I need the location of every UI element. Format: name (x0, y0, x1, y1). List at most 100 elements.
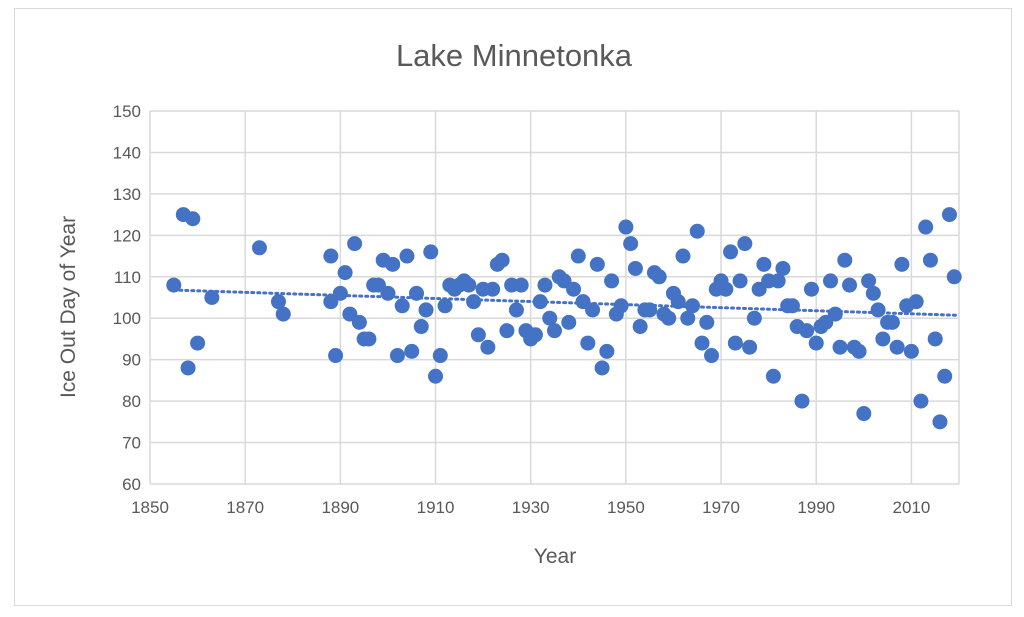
data-point (889, 339, 905, 355)
data-point (808, 335, 824, 351)
y-tick-label: 140 (113, 143, 141, 162)
x-tick-label: 1850 (131, 498, 169, 517)
y-tick-label: 70 (122, 434, 141, 453)
data-point (494, 252, 510, 268)
data-point (823, 273, 839, 289)
data-point (418, 302, 434, 318)
data-point (765, 368, 781, 384)
gridlines (149, 110, 960, 485)
data-point (922, 252, 938, 268)
data-point (423, 244, 439, 260)
x-tick-label: 2010 (892, 498, 930, 517)
x-tick-label: 1990 (797, 498, 835, 517)
data-point (580, 335, 596, 351)
data-point (694, 335, 710, 351)
x-tick-label: 1910 (417, 498, 455, 517)
data-point (670, 294, 686, 310)
data-point (532, 294, 548, 310)
data-point (408, 285, 424, 301)
data-point (347, 236, 363, 252)
chart-title: Lake Minnetonka (396, 38, 633, 73)
data-point (894, 256, 910, 272)
data-point (941, 207, 957, 223)
data-point (632, 319, 648, 335)
data-point (803, 281, 819, 297)
data-point (870, 302, 886, 318)
data-point (361, 331, 377, 347)
data-point (680, 310, 696, 326)
data-point (470, 327, 486, 343)
y-tick-label: 150 (113, 102, 141, 121)
data-point (332, 285, 348, 301)
data-point (908, 294, 924, 310)
data-point (527, 327, 543, 343)
data-point (394, 298, 410, 314)
data-point (837, 252, 853, 268)
y-tick-label: 110 (114, 268, 141, 287)
data-point (865, 285, 881, 301)
x-axis-title: Year (534, 545, 576, 568)
data-point (251, 240, 267, 256)
data-point (661, 310, 677, 326)
data-point (190, 335, 206, 351)
data-point (756, 256, 772, 272)
data-point (389, 348, 405, 364)
data-point (746, 310, 762, 326)
trendline (172, 288, 961, 317)
data-point (585, 302, 601, 318)
y-tick-label: 120 (113, 226, 141, 245)
data-point (499, 323, 515, 339)
data-point (799, 323, 815, 339)
scatter-chart: Lake Minnetonka 60 70 80 90 100 110 120 130 140 1… (57, 38, 962, 568)
data-point (742, 339, 758, 355)
data-point (399, 248, 415, 264)
data-point (513, 277, 529, 293)
data-point (699, 314, 715, 330)
data-point (775, 260, 791, 276)
data-point (437, 298, 453, 314)
data-point (903, 343, 919, 359)
chart-frame: Lake Minnetonka 60 70 80 90 100 110 120 130 140 1… (14, 8, 1012, 606)
data-point (508, 302, 524, 318)
data-point (618, 219, 634, 235)
data-point (547, 323, 562, 339)
data-points (166, 207, 962, 430)
data-point (651, 269, 667, 285)
data-point (732, 273, 748, 289)
y-tick-label: 90 (122, 351, 141, 370)
data-point (599, 343, 615, 359)
data-point (851, 343, 867, 359)
data-point (428, 368, 444, 384)
data-point (913, 393, 929, 409)
y-tick-label: 130 (113, 185, 141, 204)
data-point (770, 273, 786, 289)
data-point (937, 368, 953, 384)
data-point (561, 314, 577, 330)
data-point (270, 294, 286, 310)
data-point (642, 302, 658, 318)
data-point (570, 248, 586, 264)
data-point (689, 223, 705, 239)
data-point (723, 244, 739, 260)
data-point (204, 290, 220, 305)
data-point (827, 306, 843, 322)
data-point (380, 285, 396, 301)
data-point (180, 360, 196, 376)
data-point (413, 319, 429, 335)
data-point (594, 360, 610, 376)
y-tick-label: 60 (122, 475, 141, 494)
data-point (932, 414, 948, 430)
data-point (884, 314, 900, 330)
data-point (918, 219, 934, 235)
data-point (685, 298, 701, 314)
y-axis-tick-labels: 60 70 80 90 100 110 120 130 140 150 (113, 102, 141, 494)
data-point (323, 248, 339, 264)
data-point (275, 306, 291, 322)
x-tick-label: 1890 (321, 498, 359, 517)
y-axis-title: Ice Out Day of Year (57, 216, 80, 398)
data-point (480, 339, 496, 355)
data-point (623, 236, 639, 252)
data-point (604, 273, 620, 289)
data-point (566, 281, 582, 297)
data-point (589, 256, 605, 272)
